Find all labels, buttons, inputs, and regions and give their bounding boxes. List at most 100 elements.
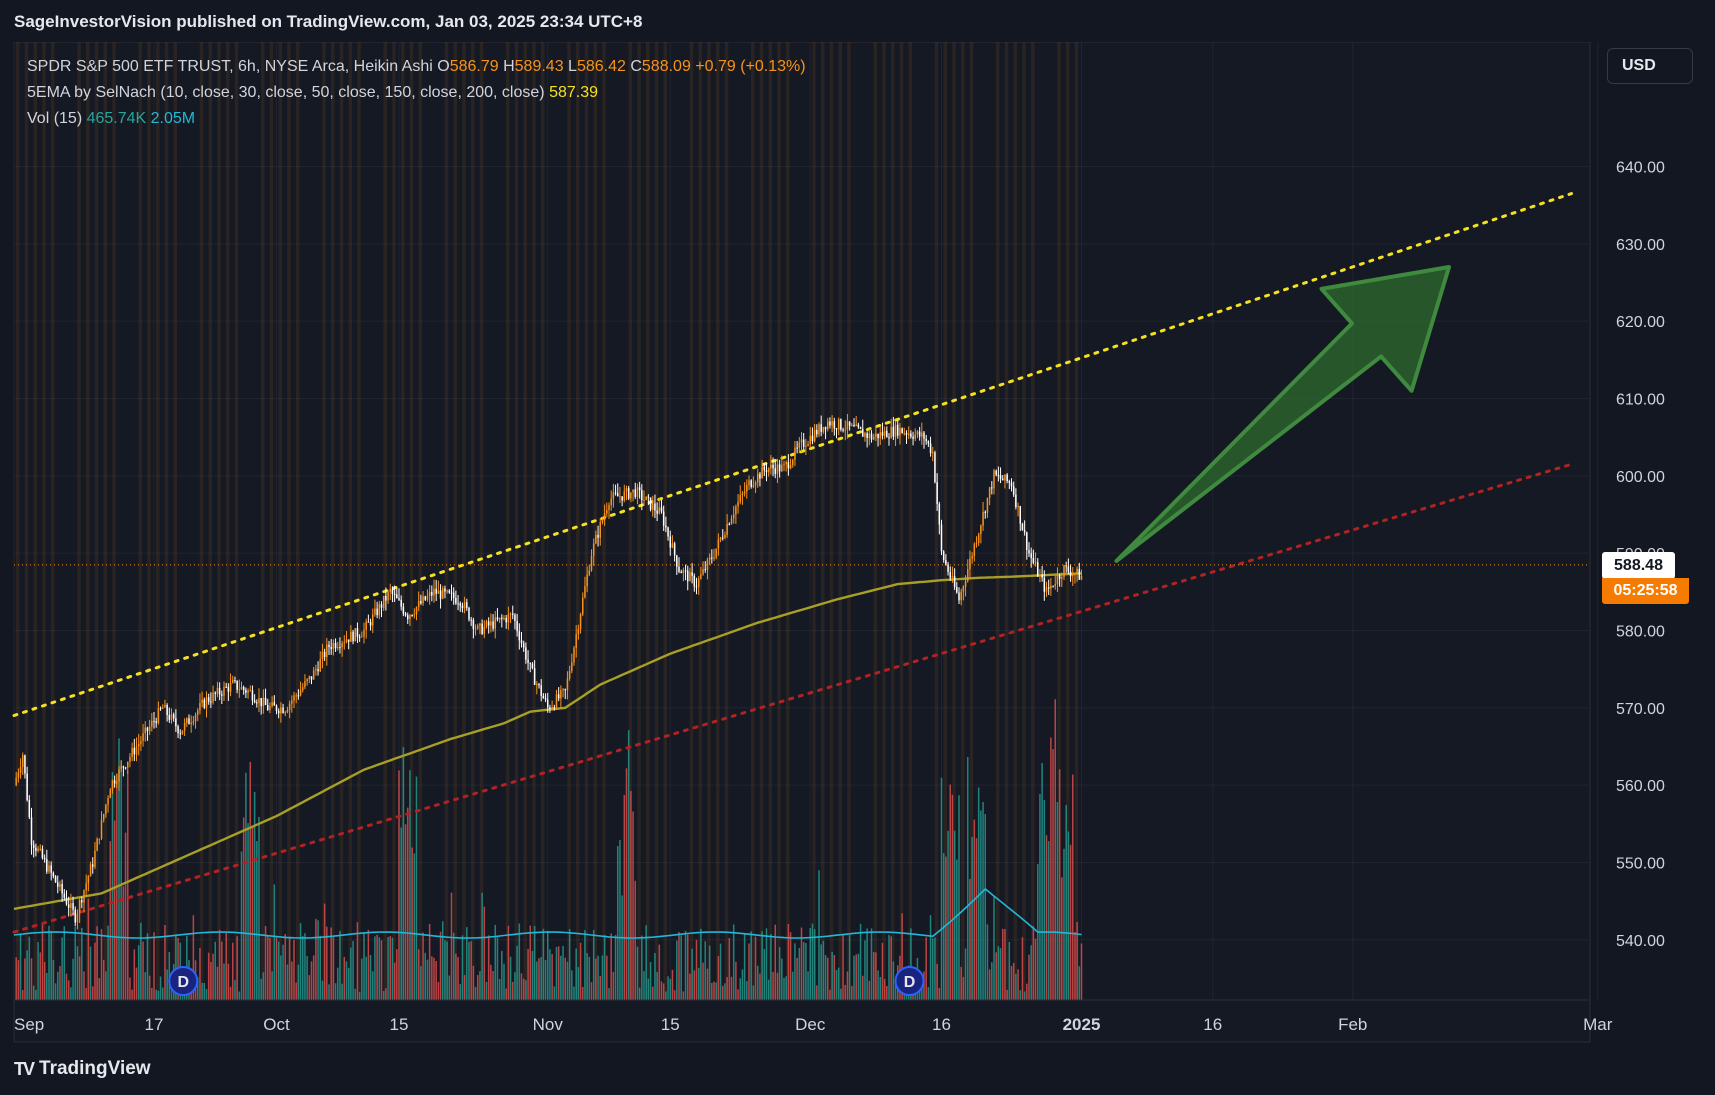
candle-body: [680, 571, 682, 574]
candle-body: [1010, 482, 1013, 487]
session-stripe: [996, 42, 1000, 1000]
candle: [345, 631, 348, 644]
volume-bar: [52, 960, 55, 1000]
candle: [912, 431, 914, 446]
candle: [1023, 520, 1026, 536]
candle-body: [573, 647, 575, 663]
candle-body: [566, 678, 569, 691]
candle-body: [881, 432, 884, 436]
volume-bar: [214, 941, 217, 1000]
symbol-legend-row[interactable]: SPDR S&P 500 ETF TRUST, 6h, NYSE Arca, H…: [27, 54, 806, 80]
volume-bar: [266, 935, 269, 1000]
candle: [971, 552, 973, 564]
volume-bar: [997, 946, 1000, 1000]
volume-bar: [81, 927, 83, 1000]
session-stripe: [821, 42, 825, 1000]
candle: [459, 601, 462, 612]
volume-bar: [1069, 844, 1072, 1000]
tradingview-brand[interactable]: TV TradingView: [14, 1058, 151, 1080]
volume-bar: [741, 969, 744, 1000]
session-stripe: [138, 42, 142, 1000]
volume-bar: [765, 928, 768, 1000]
upper-trendline[interactable]: [12, 192, 1573, 718]
candle-body: [37, 848, 39, 851]
candle-body: [129, 756, 131, 762]
price-axis[interactable]: 640.00630.00620.00610.00600.00590.00580.…: [1616, 160, 1665, 950]
volume-bar: [529, 925, 532, 1000]
volume-bar: [1028, 954, 1030, 1000]
candle: [369, 618, 372, 631]
candle: [809, 427, 812, 449]
forecast-arrow[interactable]: [1114, 265, 1451, 563]
candle: [724, 531, 726, 540]
session-stripe: [357, 42, 361, 1000]
candle: [857, 422, 860, 429]
candle-body: [441, 588, 444, 599]
currency-button[interactable]: USD: [1607, 48, 1693, 84]
volume-bar: [595, 958, 597, 1000]
candle: [422, 591, 424, 606]
candle-body: [28, 800, 31, 818]
volume-bar: [89, 946, 92, 1000]
candle-body: [371, 614, 374, 626]
volume-bar: [264, 925, 267, 1000]
candle-body: [402, 606, 405, 614]
candle: [94, 842, 96, 870]
ema-legend-row[interactable]: 5EMA by SelNach (10, close, 30, close, 5…: [27, 80, 806, 106]
volume-bar: [439, 931, 442, 1000]
candle: [466, 598, 468, 611]
candle-body: [761, 466, 763, 479]
candle-body: [811, 435, 814, 442]
candle: [813, 424, 816, 443]
candle-body: [382, 595, 385, 608]
candle-body: [98, 838, 101, 840]
volume-bar: [326, 926, 328, 1000]
candle-body: [949, 572, 952, 578]
volume-bar: [446, 941, 448, 1000]
candle: [903, 427, 906, 436]
ohlc-close: 588.09: [641, 58, 691, 75]
volume-bar: [404, 824, 407, 1000]
lower-trendline[interactable]: [12, 462, 1573, 934]
candle: [592, 538, 595, 566]
candle-body: [888, 437, 890, 439]
candle-body: [319, 658, 322, 672]
candle: [485, 619, 488, 629]
candle-body: [859, 427, 862, 429]
candle: [102, 813, 105, 823]
candle-body: [616, 493, 619, 497]
volume-bar: [481, 892, 483, 1000]
session-stripe: [261, 42, 265, 1000]
candle: [225, 682, 227, 688]
volume-bar: [336, 967, 339, 1000]
volume-bar: [601, 955, 604, 1000]
candle-body: [271, 702, 273, 707]
volume-bar: [19, 934, 22, 1000]
candle: [739, 485, 742, 505]
volume-bar: [468, 941, 470, 1000]
volume-value: 465.74K: [86, 110, 147, 127]
candle-body: [579, 614, 582, 629]
candle-body: [995, 470, 997, 476]
candle-body: [886, 430, 888, 438]
volume-bar: [509, 956, 512, 1000]
candle-body: [385, 595, 387, 601]
candle: [501, 614, 503, 628]
candle: [1067, 558, 1070, 575]
candle-body: [1052, 585, 1054, 587]
volume-bar: [855, 954, 857, 1000]
session-stripe: [952, 42, 956, 1000]
price-chart[interactable]: DD 640.00630.00620.00610.00600.00590.005…: [0, 42, 1715, 1043]
time-axis[interactable]: Sep 17 Oct 15 Nov 15 Dec 16 2025 16 Feb Mar: [14, 1015, 1613, 1034]
candle: [214, 691, 217, 701]
volume-bar: [575, 948, 577, 1000]
volume-bar: [660, 981, 663, 1000]
volume-bar: [371, 971, 374, 1000]
candle-body: [310, 676, 313, 680]
volume-legend-row[interactable]: Vol (15) 465.74K 2.05M: [27, 106, 806, 132]
candle: [341, 640, 343, 657]
candle: [413, 608, 416, 619]
candle-body: [227, 687, 230, 692]
candle: [899, 423, 901, 445]
candle: [945, 554, 947, 566]
